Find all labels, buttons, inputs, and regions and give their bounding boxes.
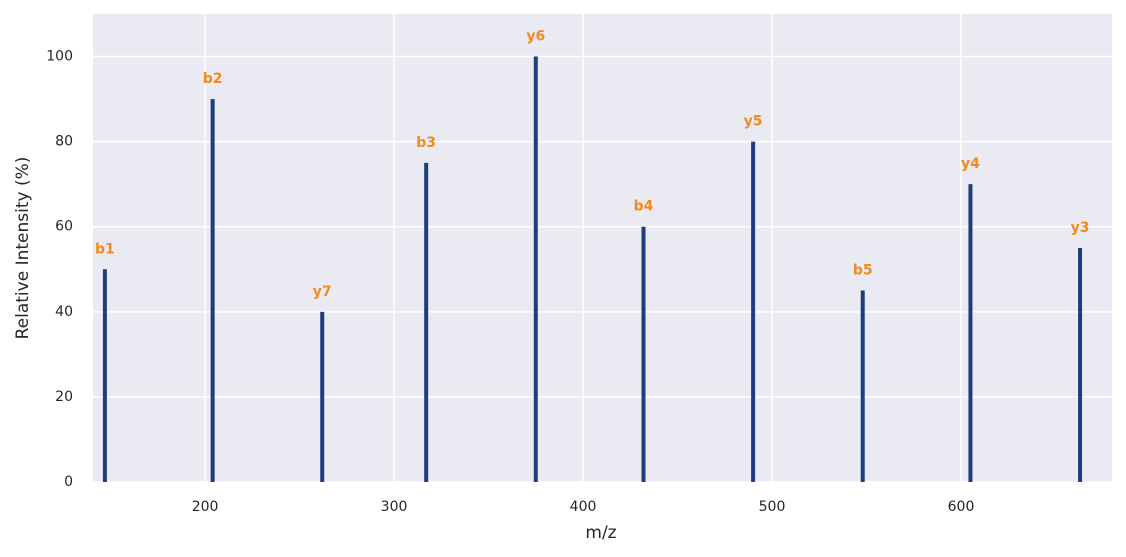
y-tick-label: 20 bbox=[55, 389, 73, 405]
peak-label: b2 bbox=[203, 71, 223, 87]
peak-label: y3 bbox=[1071, 220, 1090, 236]
x-axis-label: m/z bbox=[585, 523, 616, 543]
peak-label: b3 bbox=[416, 135, 436, 151]
y-tick-label: 40 bbox=[55, 304, 73, 320]
y-tick-label: 0 bbox=[64, 474, 73, 490]
x-tick-label: 300 bbox=[381, 499, 408, 515]
y-tick-label: 60 bbox=[55, 219, 73, 235]
x-tick-label: 500 bbox=[759, 499, 786, 515]
peak-label: y5 bbox=[744, 114, 763, 130]
peak-label: y6 bbox=[526, 29, 545, 45]
x-tick-label: 600 bbox=[948, 499, 975, 515]
peak-label: b4 bbox=[634, 199, 654, 215]
peak-label: y7 bbox=[313, 284, 332, 300]
x-tick-label: 200 bbox=[192, 499, 219, 515]
y-tick-label: 80 bbox=[55, 134, 73, 150]
peak-label: b5 bbox=[853, 263, 873, 279]
y-tick-label: 100 bbox=[46, 49, 73, 65]
y-axis-label: Relative Intensity (%) bbox=[13, 157, 33, 340]
x-tick-label: 400 bbox=[570, 499, 597, 515]
peak-label: b1 bbox=[95, 241, 115, 257]
plot-area bbox=[93, 14, 1112, 482]
peak-label: y4 bbox=[961, 156, 980, 172]
